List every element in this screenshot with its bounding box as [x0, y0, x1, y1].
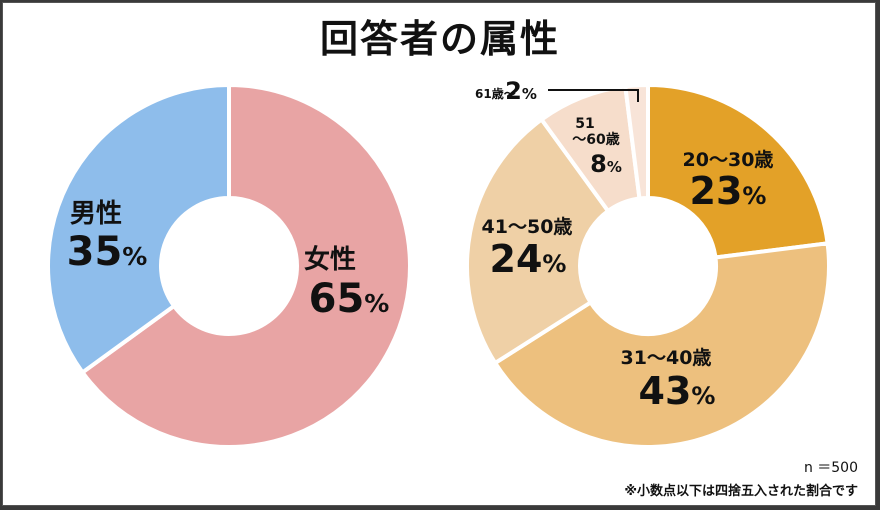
label-age-20-30-name: 20～30歳 — [683, 149, 774, 171]
donut-age — [465, 82, 831, 449]
label-age-51-60-name: 51 ～60歳 — [572, 116, 619, 148]
label-age-31-40-name: 31～40歳 — [621, 347, 712, 369]
label-male-pct: 35% — [67, 229, 148, 275]
donut-gender — [46, 82, 412, 449]
label-age-61-pct: 2% — [505, 77, 537, 105]
label-age-51-60-pct: 8% — [590, 150, 622, 178]
leader-line-61 — [548, 89, 639, 102]
age-slice-0 — [646, 82, 830, 260]
label-age-41-50-pct: 24% — [490, 237, 567, 281]
gender-slice-1 — [46, 82, 231, 376]
age-slice-4 — [623, 82, 650, 201]
rounding-note: ※小数点以下は四捨五入された割合です — [624, 484, 858, 499]
label-age-61-name: 61歳～ — [475, 86, 516, 101]
label-female-name: 女性 — [304, 244, 356, 275]
gender-slice-0 — [79, 82, 412, 449]
age-slice-2 — [465, 116, 611, 366]
label-age-41-50-name: 41～50歳 — [482, 216, 573, 238]
sample-size-note: n ＝500 — [803, 460, 858, 476]
label-age-31-40-pct: 43% — [639, 369, 716, 413]
age-slice-1 — [492, 241, 831, 449]
label-female-pct: 65% — [309, 276, 390, 322]
label-age-20-30-pct: 23% — [690, 169, 767, 213]
chart-title: 回答者の属性 — [319, 17, 560, 61]
label-male-name: 男性 — [70, 199, 122, 229]
